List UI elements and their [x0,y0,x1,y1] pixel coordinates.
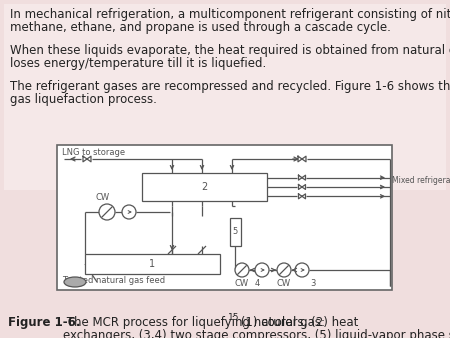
Bar [230,218,240,246]
Text: 4: 4 [254,279,260,288]
Text: When these liquids evaporate, the heat required is obtained from natural gas, wh: When these liquids evaporate, the heat r… [10,44,450,57]
Bar [4,4,446,190]
Text: CW: CW [235,279,249,288]
Text: Treated natural gas feed: Treated natural gas feed [62,276,165,285]
Text: The MCR process for liquefying natural gas:: The MCR process for liquefying natural g… [63,316,325,329]
Ellipse shape [64,277,86,287]
Text: Figure 1-6.: Figure 1-6. [8,316,81,329]
Text: The refrigerant gases are recompressed and recycled. Figure 1-6 shows the MCR na: The refrigerant gases are recompressed a… [10,80,450,93]
Text: exchangers, (3,4) two stage compressors, (5) liquid-vapor phase separator.: exchangers, (3,4) two stage compressors,… [63,329,450,338]
Text: methane, ethane, and propane is used through a cascade cycle.: methane, ethane, and propane is used thr… [10,21,391,34]
Text: CW: CW [277,279,291,288]
Text: 1: 1 [149,259,156,269]
Text: gas liquefaction process.: gas liquefaction process. [10,93,157,106]
Text: 15: 15 [228,313,239,322]
Text: 3: 3 [310,279,315,288]
Text: 2: 2 [202,182,207,192]
Bar [142,173,267,201]
Circle shape [235,263,249,277]
Text: Mixed refrigerant: Mixed refrigerant [392,176,450,185]
Text: (1) coolers, (2) heat: (1) coolers, (2) heat [237,316,358,329]
Circle shape [295,263,309,277]
Circle shape [277,263,291,277]
Text: loses energy/temperature till it is liquefied.: loses energy/temperature till it is liqu… [10,57,266,70]
Text: LNG to storage: LNG to storage [62,148,125,157]
Circle shape [122,205,136,219]
Circle shape [99,204,115,220]
Text: In mechanical refrigeration, a multicomponent refrigerant consisting of nitrogen: In mechanical refrigeration, a multicomp… [10,8,450,21]
Bar [57,145,392,290]
Bar [85,254,220,274]
Text: CW: CW [96,193,110,202]
Circle shape [255,263,269,277]
Text: 5: 5 [232,227,238,237]
